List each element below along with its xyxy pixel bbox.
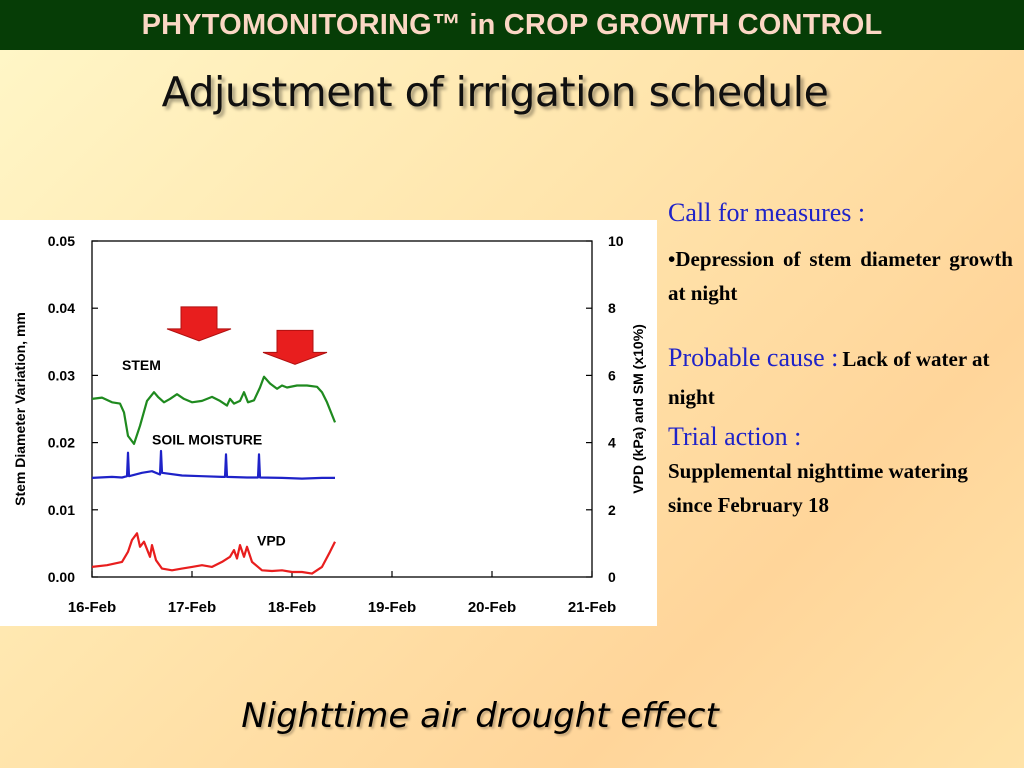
y-left-tick-label: 0.02: [48, 435, 75, 451]
series-line-stem: [91, 375, 337, 445]
y-right-tick-label: 8: [608, 300, 616, 316]
y-right-tick-label: 10: [608, 233, 624, 249]
series-line-soil-moisture: [91, 449, 335, 480]
y-right-tick-label: 2: [608, 502, 616, 518]
y-right-tick-label: 0: [608, 569, 616, 585]
down-arrow-icon: [262, 329, 328, 365]
y-left-tick-label: 0.00: [48, 569, 75, 585]
chart-svg: 0.00 0.01 0.02 0.03 0.04 0.05 0 2 4 6 8 10 16-Feb 17-…: [12, 233, 646, 616]
y-right-axis-title: VPD (kPa) and SM (x10%): [630, 324, 646, 494]
y-left-tick-label: 0.04: [48, 300, 75, 316]
notes-panel: Call for measures : •Depression of stem …: [668, 198, 1013, 522]
slide-caption: Nighttime air drought effect: [241, 696, 719, 736]
y-left-tick-label: 0.05: [48, 233, 75, 249]
trial-heading: Trial action :: [668, 422, 802, 451]
cause-heading: Probable cause :: [668, 343, 839, 372]
y-left-tick-label: 0.03: [48, 367, 75, 383]
series-label-stem: STEM: [122, 357, 161, 373]
x-tick-label: 16-Feb: [68, 599, 116, 616]
banner-title: PHYTOMONITORING™ in CROP GROWTH CONTROL: [141, 8, 883, 41]
x-tick-label: 21-Feb: [568, 599, 616, 616]
series-label-vpd: VPD: [257, 532, 286, 548]
series-label-soil-moisture: SOIL MOISTURE: [152, 432, 262, 448]
series-line-vpd: [91, 532, 336, 575]
call-heading: Call for measures :: [668, 198, 866, 227]
trial-text: Supplemental nighttime watering since Fe…: [668, 459, 968, 517]
plot-frame: [91, 240, 593, 578]
x-tick-label: 17-Feb: [168, 599, 216, 616]
y-right-tick-label: 4: [608, 435, 616, 451]
x-tick-label: 19-Feb: [368, 599, 416, 616]
chart-panel: 0.00 0.01 0.02 0.03 0.04 0.05 0 2 4 6 8 10 16-Feb 17-…: [0, 220, 657, 626]
header-banner: PHYTOMONITORING™ in CROP GROWTH CONTROL: [0, 0, 1024, 50]
cause-block: Probable cause : Lack of water at night: [668, 340, 1013, 418]
call-item: •Depression of stem diameter growth at n…: [668, 247, 1013, 305]
y-right-tick-label: 6: [608, 367, 616, 383]
slide-title: Adjustment of irrigation schedule: [161, 68, 829, 116]
cause-text: Lack of water at night: [668, 347, 990, 409]
y-left-axis-title: Stem Diameter Variation, mm: [12, 312, 28, 506]
down-arrow-icon: [166, 306, 232, 342]
y-left-tick-label: 0.01: [48, 502, 75, 518]
x-tick-label: 18-Feb: [268, 599, 316, 616]
x-tick-label: 20-Feb: [468, 599, 516, 616]
